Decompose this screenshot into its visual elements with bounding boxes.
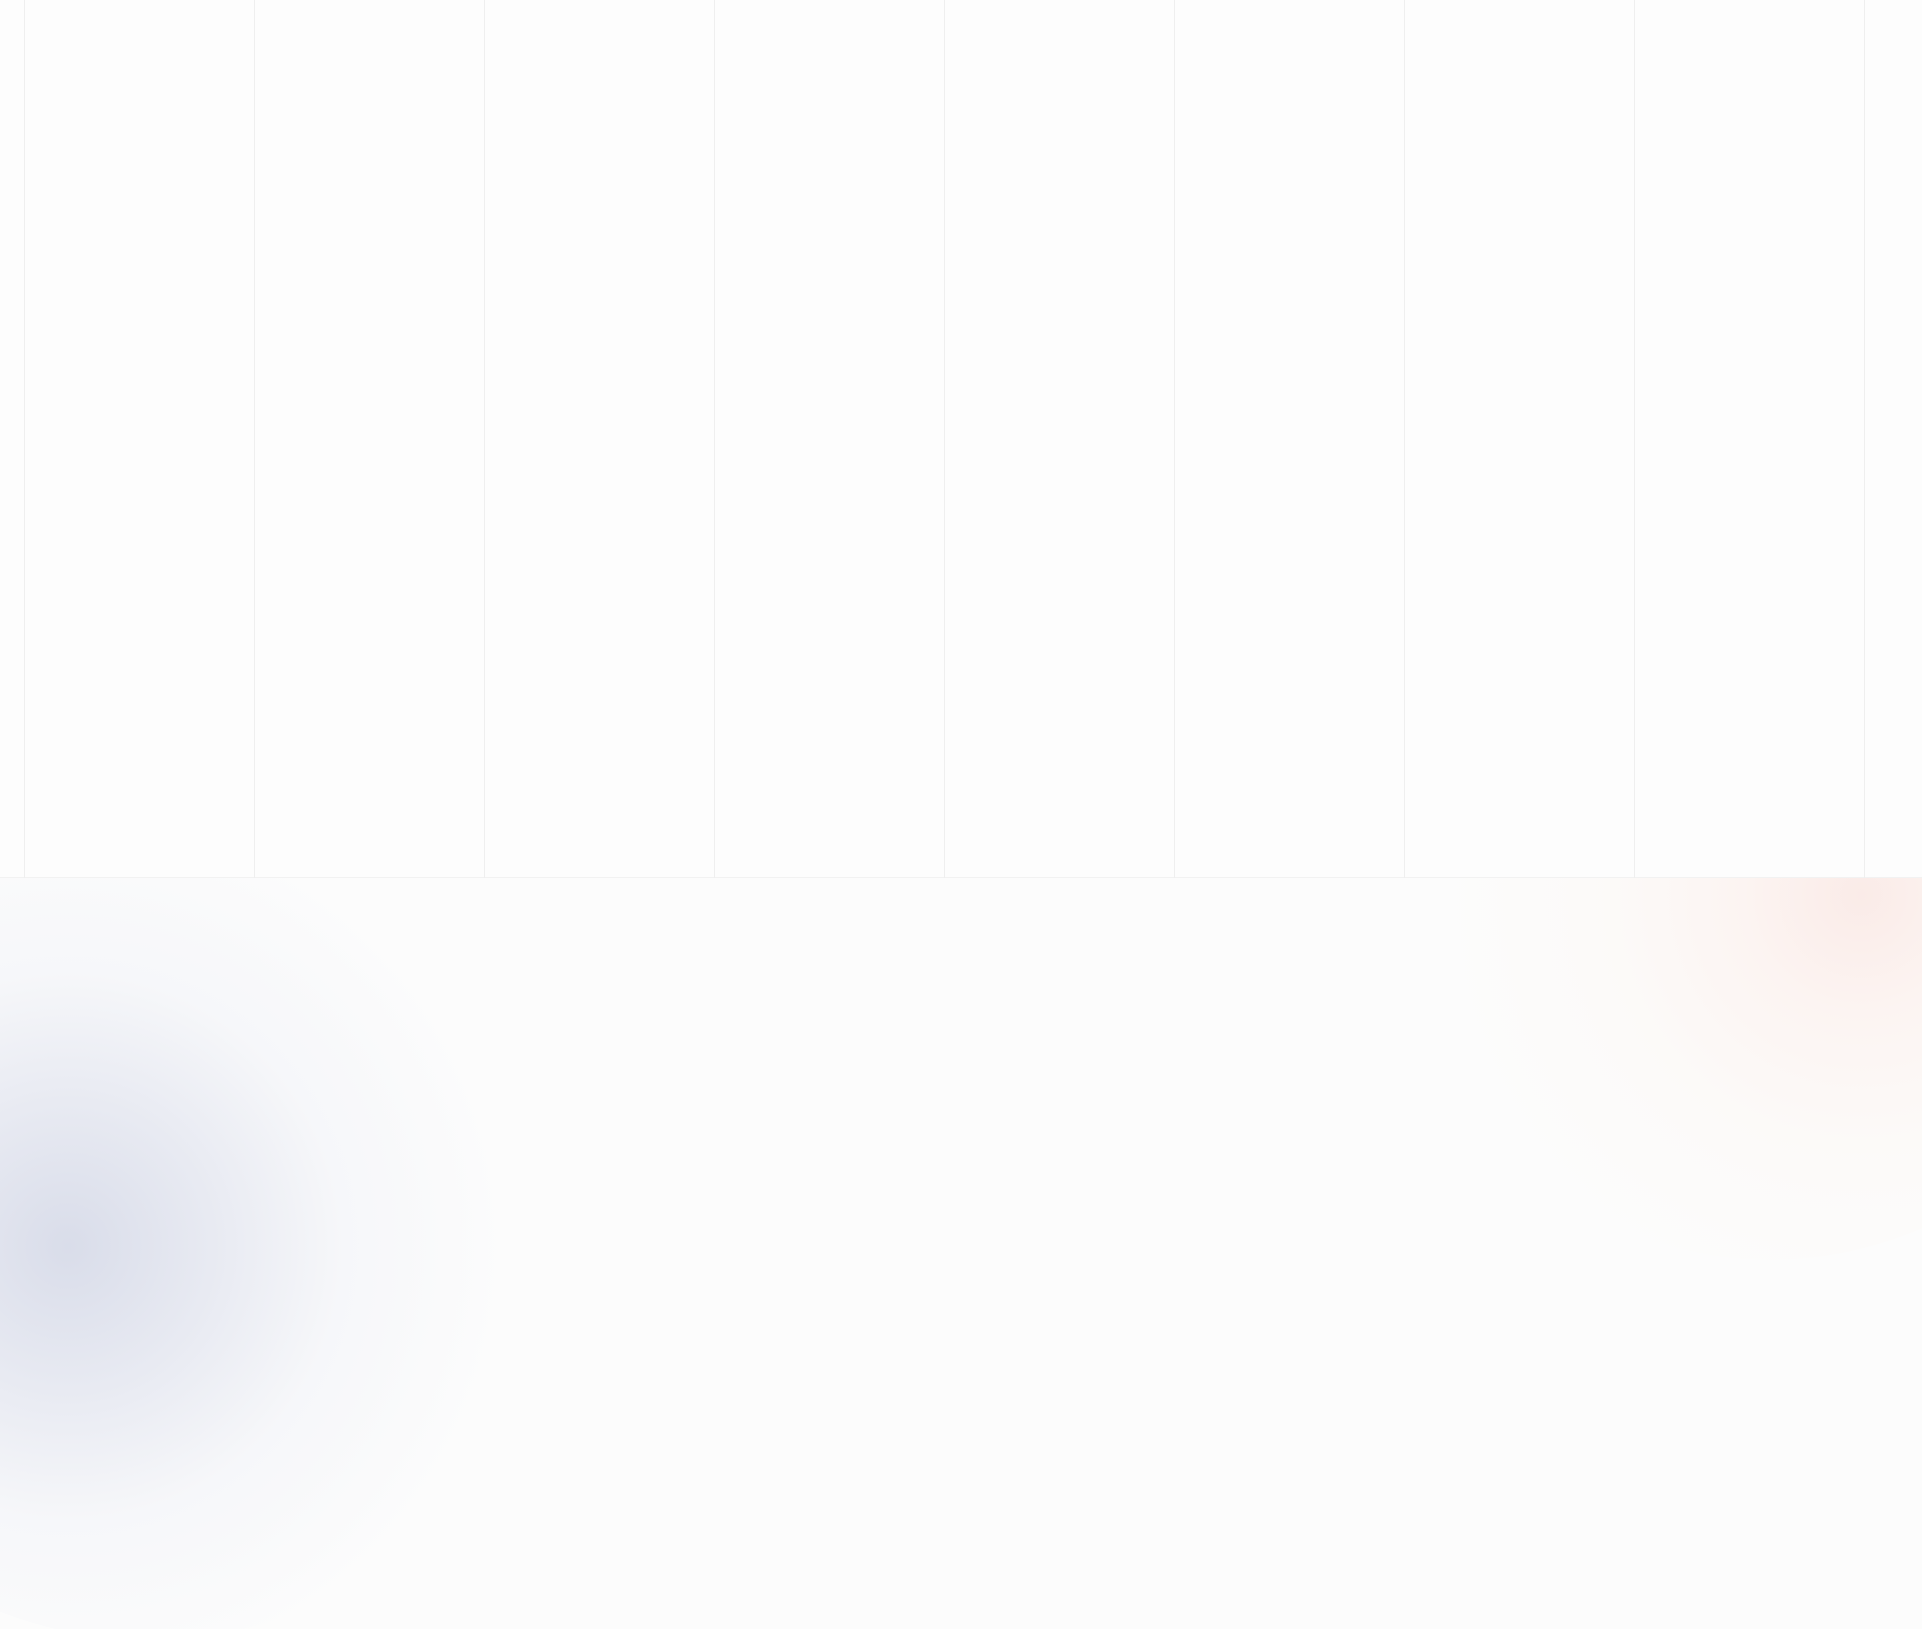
grid-line — [1174, 0, 1175, 878]
grid-line — [24, 0, 25, 878]
grid-line — [714, 0, 715, 878]
grid-line — [254, 0, 255, 878]
grid-panel — [0, 0, 1922, 878]
grid-line — [944, 0, 945, 878]
grid-line — [484, 0, 485, 878]
empty-content-area — [0, 878, 1922, 1629]
grid-line — [1404, 0, 1405, 878]
grid-line — [1634, 0, 1635, 878]
grid-line — [1864, 0, 1865, 878]
